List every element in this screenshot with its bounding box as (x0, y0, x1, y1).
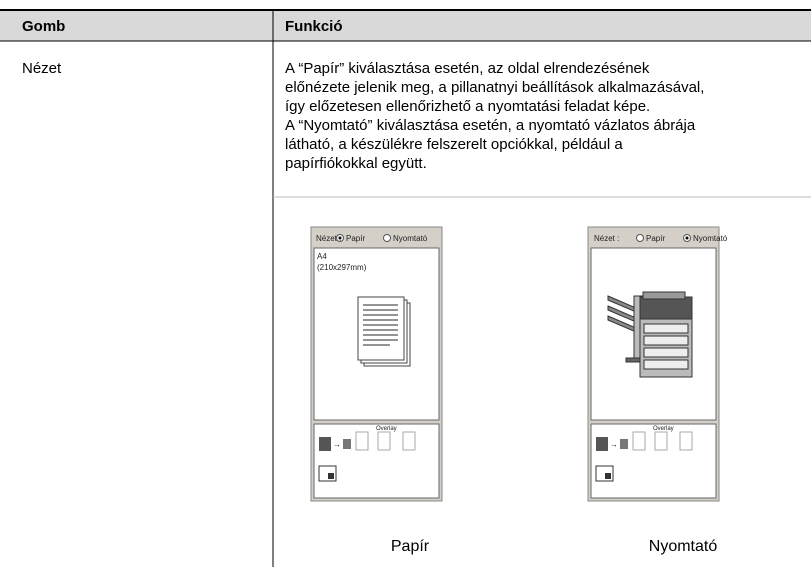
description-line: A “Papír” kiválasztása esetén, az oldal … (285, 60, 650, 77)
header-cell: Funkció (285, 18, 343, 35)
view-label: Nézet : (594, 234, 619, 243)
svg-text:→: → (333, 440, 341, 449)
description-line: papírfiókokkal együtt. (285, 155, 427, 172)
preview-panel: Nézet : Papír Nyomtató A4 (210x297mm) → … (310, 226, 443, 502)
description-line: látható, a készülékre felszerelt opciókk… (285, 136, 623, 153)
description-line: így előzetesen ellenőrizhető a nyomtatás… (285, 98, 650, 115)
option: Nyomtató (393, 234, 428, 243)
overlay: Overlay (653, 426, 674, 432)
overlay: Overlay (376, 426, 397, 432)
view-label: Nézet : (316, 234, 341, 243)
option: Nyomtató (693, 234, 728, 243)
button-name: Nézet (22, 60, 62, 77)
header-cell: Gomb (22, 18, 65, 35)
caption: Nyomtató (649, 538, 718, 555)
option: Papír (646, 234, 665, 243)
svg-text:→: → (610, 440, 618, 449)
description-line: A “Nyomtató” kiválasztása esetén, a nyom… (285, 117, 696, 134)
description-line: előnézete jelenik meg, a pillanatnyi beá… (285, 79, 704, 96)
header-bg (0, 10, 811, 41)
paper-size: A4 (317, 252, 327, 261)
paper-dims: (210x297mm) (317, 263, 367, 272)
printer-panel: Nézet : Papír Nyomtató → Overlay (587, 226, 728, 502)
option: Papír (346, 234, 365, 243)
description: A “Papír” kiválasztása esetén, az oldal … (285, 60, 704, 172)
caption: Papír (391, 538, 430, 555)
